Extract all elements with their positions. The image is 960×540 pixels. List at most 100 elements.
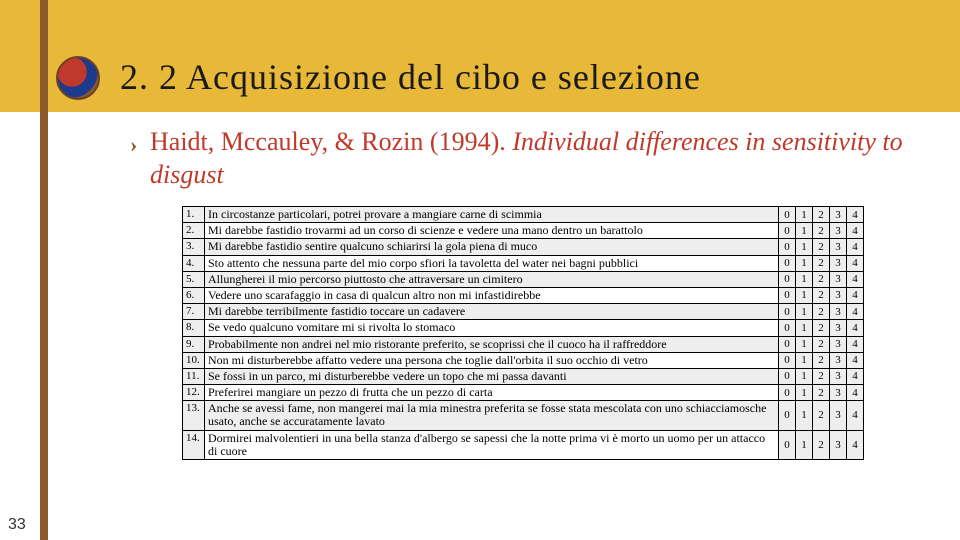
row-number: 5. bbox=[183, 271, 205, 287]
scale-cell: 4 bbox=[847, 287, 864, 303]
scale-cell: 2 bbox=[813, 368, 830, 384]
bullet-chevron-icon: › bbox=[130, 132, 137, 158]
row-number: 10. bbox=[183, 352, 205, 368]
row-text: Anche se avessi fame, non mangerei mai l… bbox=[205, 401, 779, 430]
row-number: 13. bbox=[183, 401, 205, 430]
table-row: 5.Allungherei il mio percorso piuttosto … bbox=[183, 271, 864, 287]
scale-cell: 3 bbox=[830, 430, 847, 459]
scale-cell: 1 bbox=[796, 401, 813, 430]
scale-cell: 4 bbox=[847, 336, 864, 352]
scale-cell: 3 bbox=[830, 352, 847, 368]
row-number: 9. bbox=[183, 336, 205, 352]
citation-plain: Haidt, Mccauley, & Rozin (1994). bbox=[150, 127, 512, 156]
scale-cell: 3 bbox=[830, 336, 847, 352]
row-number: 3. bbox=[183, 239, 205, 255]
row-text: Mi darebbe fastidio trovarmi ad un corso… bbox=[205, 223, 779, 239]
scale-cell: 4 bbox=[847, 304, 864, 320]
scale-cell: 1 bbox=[796, 320, 813, 336]
table-row: 6.Vedere uno scarafaggio in casa di qual… bbox=[183, 287, 864, 303]
scale-cell: 0 bbox=[779, 239, 796, 255]
scale-cell: 4 bbox=[847, 320, 864, 336]
page-number: 33 bbox=[8, 516, 26, 534]
scale-cell: 3 bbox=[830, 207, 847, 223]
scale-cell: 2 bbox=[813, 385, 830, 401]
citation-text: Haidt, Mccauley, & Rozin (1994). Individ… bbox=[150, 126, 940, 191]
scale-cell: 2 bbox=[813, 287, 830, 303]
scale-cell: 1 bbox=[796, 336, 813, 352]
scale-cell: 2 bbox=[813, 239, 830, 255]
scale-cell: 4 bbox=[847, 401, 864, 430]
row-number: 7. bbox=[183, 304, 205, 320]
table-row: 7.Mi darebbe terribilmente fastidio tocc… bbox=[183, 304, 864, 320]
scale-cell: 0 bbox=[779, 287, 796, 303]
table-row: 4.Sto attento che nessuna parte del mio … bbox=[183, 255, 864, 271]
row-text: Se fossi in un parco, mi disturberebbe v… bbox=[205, 368, 779, 384]
scale-cell: 0 bbox=[779, 255, 796, 271]
disgust-scale-table: 1.In circostanze particolari, potrei pro… bbox=[182, 206, 864, 460]
scale-cell: 1 bbox=[796, 239, 813, 255]
table-row: 1.In circostanze particolari, potrei pro… bbox=[183, 207, 864, 223]
scale-cell: 4 bbox=[847, 385, 864, 401]
scale-cell: 3 bbox=[830, 401, 847, 430]
scale-cell: 4 bbox=[847, 271, 864, 287]
table-row: 12.Preferirei mangiare un pezzo di frutt… bbox=[183, 385, 864, 401]
row-text: Allungherei il mio percorso piuttosto ch… bbox=[205, 271, 779, 287]
vertical-accent-strip bbox=[40, 0, 48, 540]
table-row: 9.Probabilmente non andrei nel mio risto… bbox=[183, 336, 864, 352]
scale-cell: 2 bbox=[813, 430, 830, 459]
row-number: 4. bbox=[183, 255, 205, 271]
scale-cell: 2 bbox=[813, 304, 830, 320]
scale-cell: 0 bbox=[779, 223, 796, 239]
table-row: 14.Dormirei malvolentieri in una bella s… bbox=[183, 430, 864, 459]
scale-cell: 1 bbox=[796, 255, 813, 271]
scale-cell: 4 bbox=[847, 255, 864, 271]
row-number: 6. bbox=[183, 287, 205, 303]
scale-cell: 4 bbox=[847, 368, 864, 384]
scale-cell: 1 bbox=[796, 352, 813, 368]
scale-cell: 3 bbox=[830, 304, 847, 320]
scale-cell: 3 bbox=[830, 271, 847, 287]
scale-cell: 1 bbox=[796, 223, 813, 239]
row-text: Mi darebbe terribilmente fastidio toccar… bbox=[205, 304, 779, 320]
row-text: Dormirei malvolentieri in una bella stan… bbox=[205, 430, 779, 459]
scale-cell: 0 bbox=[779, 271, 796, 287]
table-row: 11.Se fossi in un parco, mi disturberebb… bbox=[183, 368, 864, 384]
scale-cell: 3 bbox=[830, 239, 847, 255]
scale-cell: 0 bbox=[779, 352, 796, 368]
scale-cell: 0 bbox=[779, 368, 796, 384]
scale-cell: 1 bbox=[796, 271, 813, 287]
scale-cell: 4 bbox=[847, 239, 864, 255]
scale-cell: 2 bbox=[813, 223, 830, 239]
row-text: Non mi disturberebbe affatto vedere una … bbox=[205, 352, 779, 368]
scale-cell: 0 bbox=[779, 304, 796, 320]
scale-cell: 2 bbox=[813, 207, 830, 223]
table-row: 13.Anche se avessi fame, non mangerei ma… bbox=[183, 401, 864, 430]
scale-cell: 0 bbox=[779, 385, 796, 401]
university-seal-icon bbox=[56, 56, 100, 100]
scale-cell: 1 bbox=[796, 304, 813, 320]
row-text: Vedere uno scarafaggio in casa di qualcu… bbox=[205, 287, 779, 303]
scale-cell: 3 bbox=[830, 287, 847, 303]
row-text: Probabilmente non andrei nel mio ristora… bbox=[205, 336, 779, 352]
table-row: 3.Mi darebbe fastidio sentire qualcuno s… bbox=[183, 239, 864, 255]
row-text: Sto attento che nessuna parte del mio co… bbox=[205, 255, 779, 271]
scale-cell: 3 bbox=[830, 320, 847, 336]
scale-cell: 1 bbox=[796, 207, 813, 223]
scale-cell: 0 bbox=[779, 401, 796, 430]
table-row: 8.Se vedo qualcuno vomitare mi si rivolt… bbox=[183, 320, 864, 336]
row-text: Preferirei mangiare un pezzo di frutta c… bbox=[205, 385, 779, 401]
row-number: 12. bbox=[183, 385, 205, 401]
row-text: Mi darebbe fastidio sentire qualcuno sch… bbox=[205, 239, 779, 255]
scale-cell: 4 bbox=[847, 352, 864, 368]
scale-cell: 2 bbox=[813, 352, 830, 368]
scale-cell: 3 bbox=[830, 385, 847, 401]
row-number: 14. bbox=[183, 430, 205, 459]
scale-cell: 2 bbox=[813, 271, 830, 287]
scale-cell: 4 bbox=[847, 207, 864, 223]
scale-cell: 0 bbox=[779, 320, 796, 336]
scale-cell: 4 bbox=[847, 430, 864, 459]
scale-cell: 1 bbox=[796, 368, 813, 384]
row-number: 2. bbox=[183, 223, 205, 239]
scale-cell: 3 bbox=[830, 223, 847, 239]
scale-cell: 2 bbox=[813, 320, 830, 336]
